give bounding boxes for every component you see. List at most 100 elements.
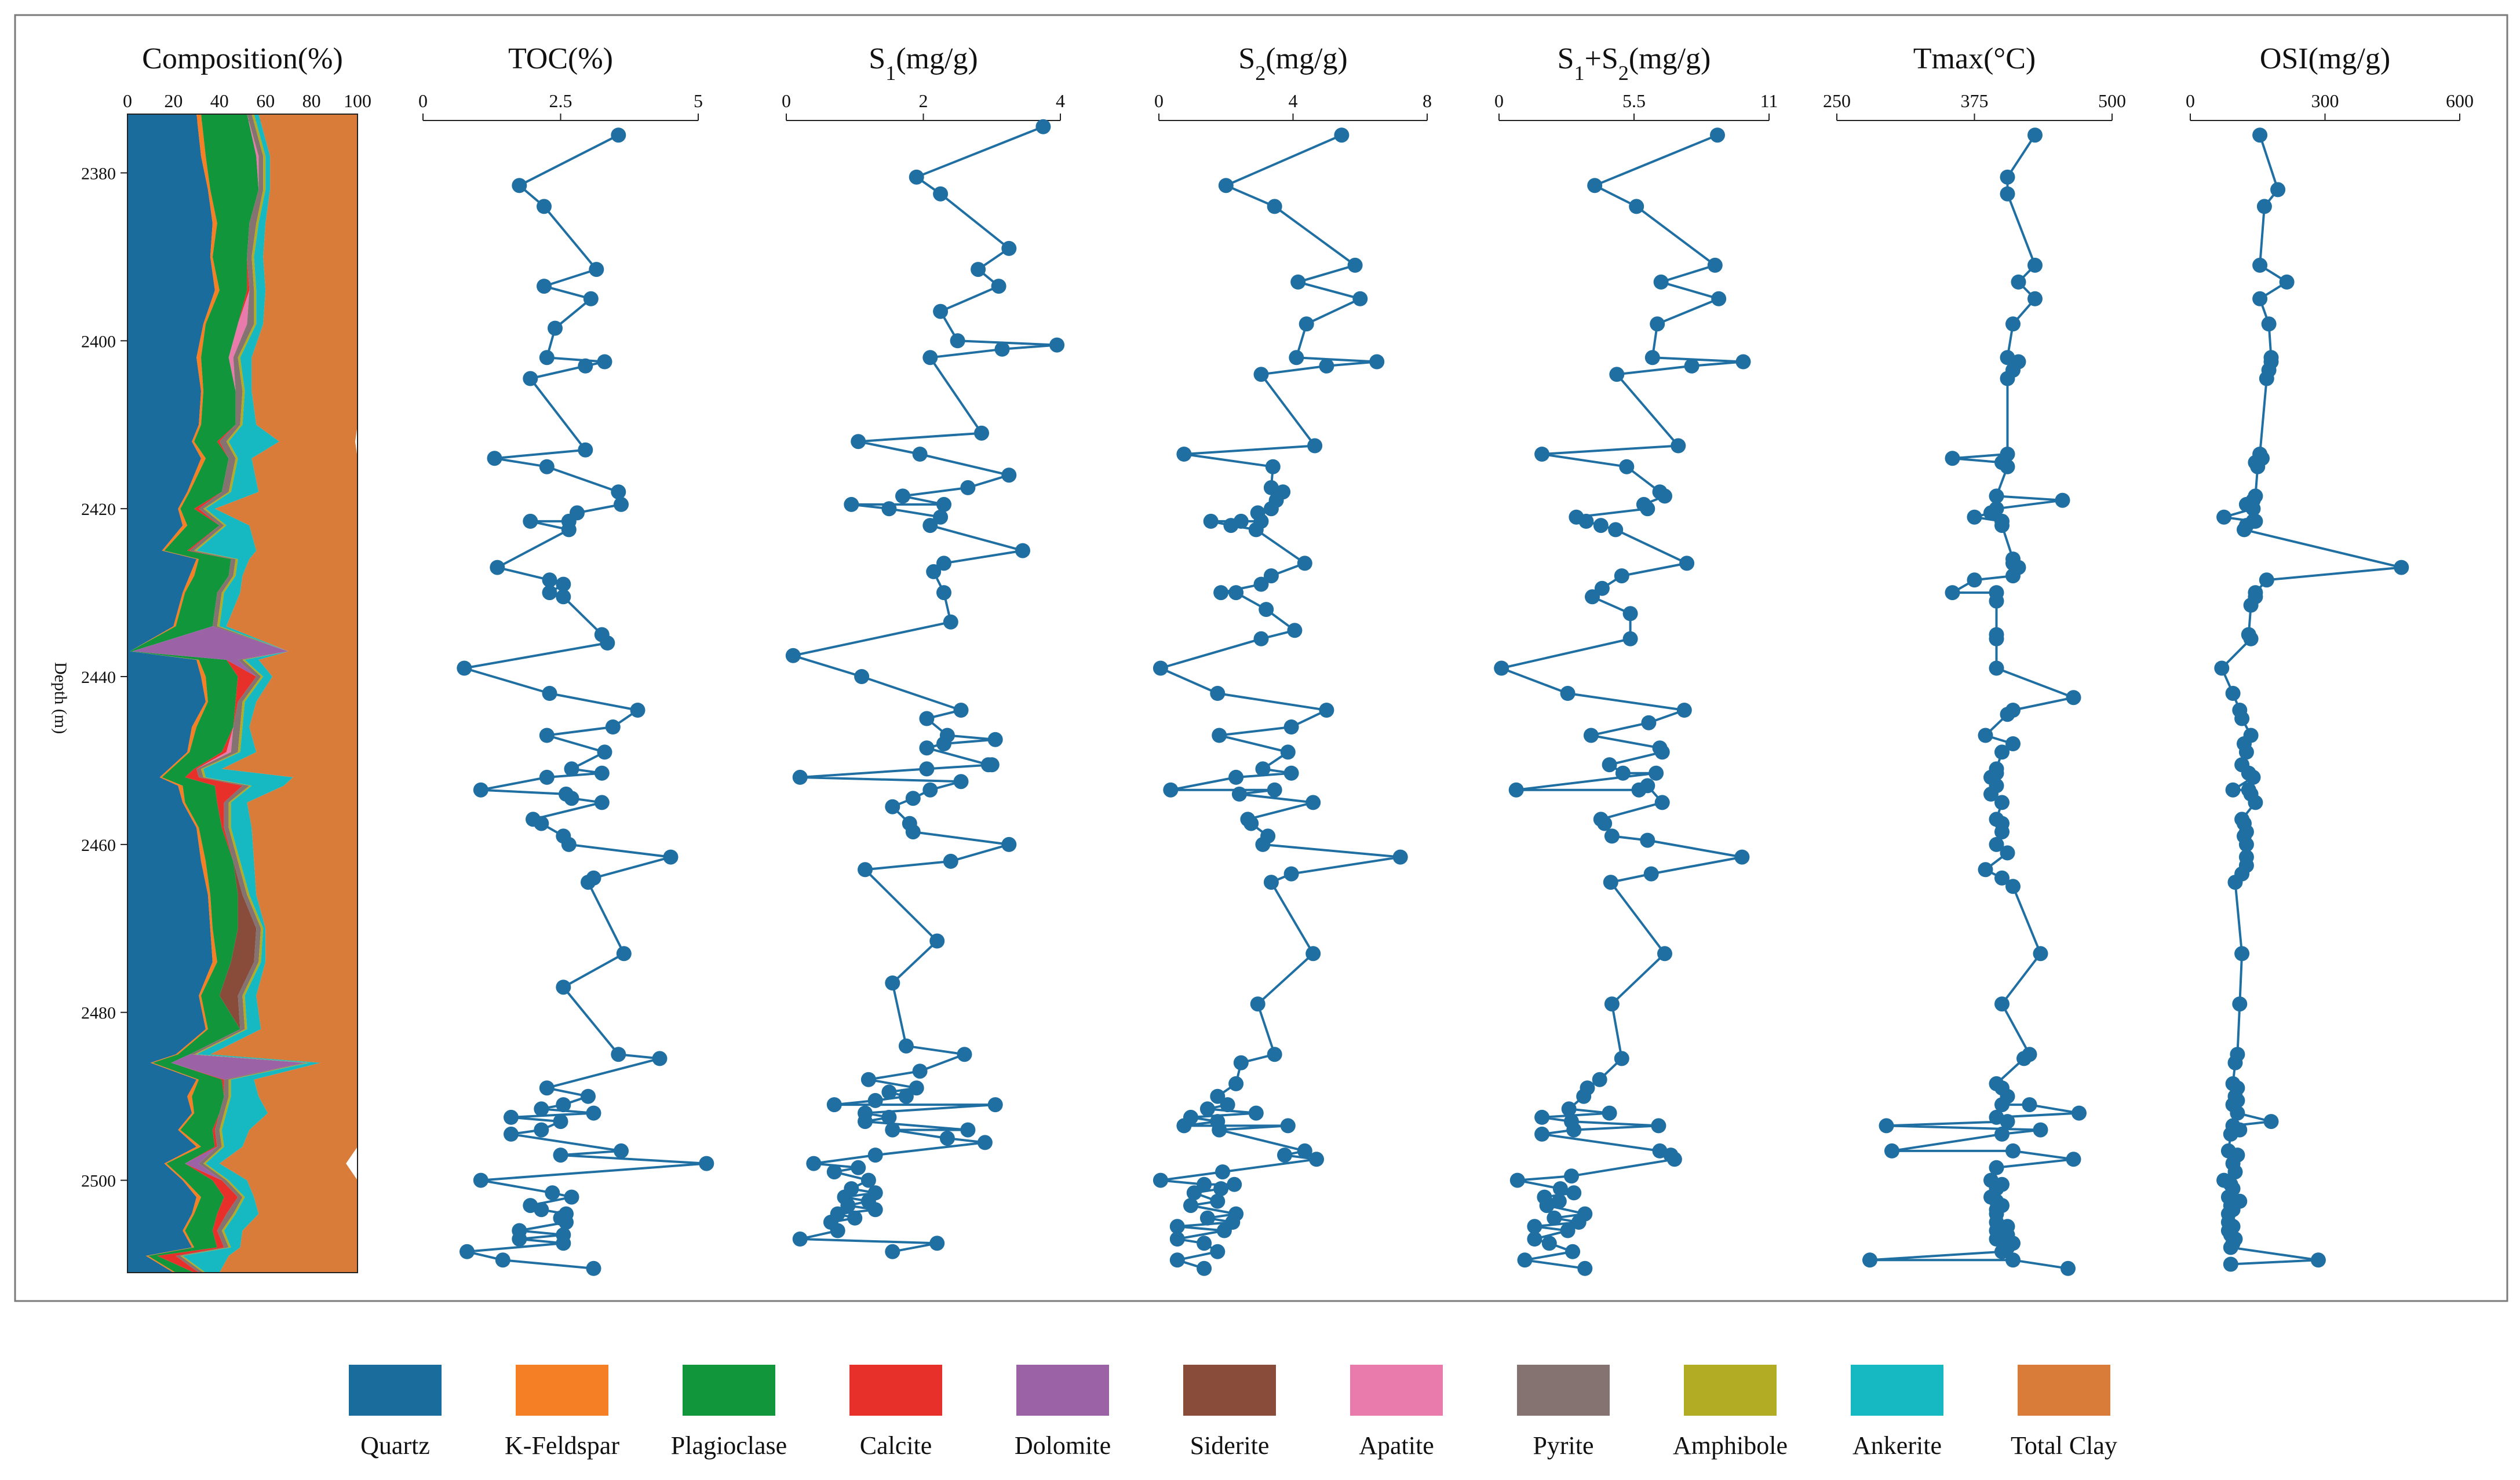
data-point xyxy=(1651,1118,1666,1134)
area-pyrite xyxy=(176,114,307,1273)
data-point xyxy=(1527,1219,1542,1234)
data-point xyxy=(1210,1244,1226,1259)
data-point xyxy=(792,769,808,785)
data-point xyxy=(473,782,488,798)
data-point xyxy=(1994,870,2010,886)
data-point xyxy=(1585,589,1600,605)
data-point xyxy=(1994,744,2010,760)
data-point xyxy=(792,1231,808,1247)
data-point xyxy=(1711,291,1727,306)
data-point xyxy=(905,791,921,806)
legend-label: Calcite xyxy=(860,1431,932,1460)
data-point xyxy=(594,765,610,781)
area-ankerite xyxy=(183,114,321,1273)
data-point xyxy=(957,1047,972,1062)
data-point xyxy=(898,1088,914,1104)
legend-label: K-Feldspar xyxy=(505,1431,619,1460)
data-point xyxy=(858,862,873,878)
data-point xyxy=(699,1156,714,1171)
data-point xyxy=(1223,518,1239,533)
data-point xyxy=(1197,1236,1212,1251)
legend-swatch xyxy=(349,1365,442,1416)
data-point xyxy=(2261,316,2277,332)
legend-label: Amphibole xyxy=(1673,1431,1788,1460)
data-point xyxy=(909,169,924,185)
data-point xyxy=(885,1122,900,1138)
data-point xyxy=(1199,1210,1215,1226)
data-point xyxy=(556,589,571,605)
data-point xyxy=(1283,866,1299,882)
data-point xyxy=(922,782,938,798)
data-point xyxy=(2223,1126,2238,1142)
data-point xyxy=(553,1148,568,1163)
panel-title: OSI(mg/g) xyxy=(2260,42,2390,75)
data-point xyxy=(1978,862,1993,878)
data-point xyxy=(1564,1168,1579,1184)
data-point xyxy=(1653,274,1669,290)
data-point xyxy=(2033,1122,2048,1138)
data-point xyxy=(1862,1252,1877,1268)
data-point xyxy=(1280,1118,1296,1134)
data-point xyxy=(561,836,577,852)
data-point xyxy=(994,341,1010,357)
data-point xyxy=(1263,501,1279,517)
data-point xyxy=(1305,795,1321,810)
data-point xyxy=(1640,778,1655,794)
data-point xyxy=(1243,816,1259,831)
data-point xyxy=(578,358,593,374)
data-point xyxy=(586,1105,601,1121)
data-point xyxy=(523,371,538,386)
data-point xyxy=(583,291,599,306)
data-point xyxy=(459,1244,475,1259)
data-point xyxy=(2005,879,2021,894)
data-point xyxy=(1228,585,1244,601)
data-point xyxy=(1994,1244,2010,1259)
data-point xyxy=(457,660,472,676)
data-point xyxy=(2022,1097,2037,1113)
data-point xyxy=(2234,711,2250,726)
data-point xyxy=(495,1252,510,1268)
data-point xyxy=(2243,597,2259,613)
data-point xyxy=(1989,593,2004,609)
legend-swatch xyxy=(683,1365,775,1416)
data-point xyxy=(1994,996,2010,1012)
data-point xyxy=(2256,199,2272,214)
data-point xyxy=(922,518,938,533)
data-point xyxy=(1650,316,1665,332)
data-point xyxy=(1641,715,1657,730)
data-point xyxy=(1983,505,1999,521)
x-tick-label: 5 xyxy=(694,90,703,111)
data-point xyxy=(1290,274,1306,290)
legend-label: Total Clay xyxy=(2011,1431,2117,1460)
data-point xyxy=(1231,786,1247,802)
data-point xyxy=(1666,1152,1682,1167)
data-point xyxy=(1176,447,1192,462)
data-point xyxy=(1989,488,2004,504)
x-tick-label: 0 xyxy=(2186,90,2195,111)
data-point xyxy=(1602,757,1617,773)
x-tick-label: 5.5 xyxy=(1622,90,1646,111)
panels-layer: 2380240024202440246024802500Composition(… xyxy=(81,42,2474,1276)
data-point xyxy=(1153,660,1168,676)
x-tick-label: 4 xyxy=(1289,90,1298,111)
data-point xyxy=(2252,291,2268,306)
data-point xyxy=(542,585,557,601)
data-point xyxy=(1552,1181,1568,1197)
data-point xyxy=(1508,782,1524,798)
data-point xyxy=(984,757,1000,773)
data-point xyxy=(2061,1260,2076,1276)
data-point xyxy=(1644,350,1660,366)
x-tick-label: 40 xyxy=(210,90,229,111)
panel-s2-mg-g: S2(mg/g)0 4 8 xyxy=(1153,42,1432,1276)
data-point xyxy=(1609,367,1625,382)
data-point xyxy=(1560,1223,1576,1238)
data-point xyxy=(1213,585,1229,601)
data-point xyxy=(1622,631,1638,646)
data-point xyxy=(1001,467,1017,483)
data-point xyxy=(1253,576,1269,592)
data-point xyxy=(2250,459,2266,474)
data-point xyxy=(1197,1260,1212,1276)
data-point xyxy=(1583,728,1599,743)
data-point xyxy=(1707,257,1723,273)
data-point xyxy=(1994,824,2010,840)
